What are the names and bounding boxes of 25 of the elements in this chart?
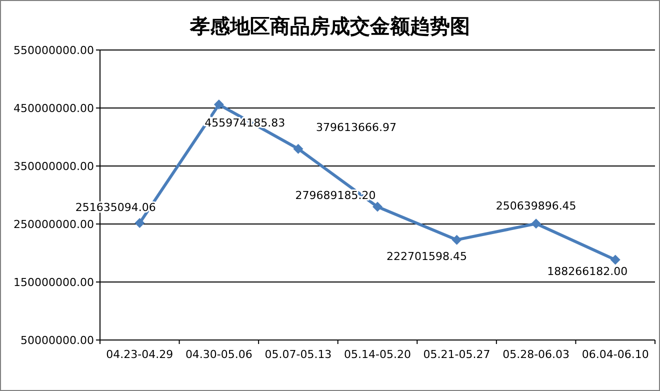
y-tick-label: 350000000.00	[14, 160, 94, 173]
point	[214, 100, 224, 110]
x-tick-label: 05.28-06.03	[502, 348, 570, 361]
data-label: 188266182.00	[547, 264, 628, 278]
y-tick-label: 50000000.00	[20, 334, 94, 347]
x-tick-label: 05.21-05.27	[423, 348, 490, 361]
point	[531, 218, 542, 229]
point	[452, 234, 462, 245]
y-tick-label: 250000000.00	[14, 218, 94, 231]
chart-title: 孝感地区商品房成交金额趋势图	[189, 14, 470, 38]
y-tick-label: 150000000.00	[14, 276, 94, 289]
point	[134, 218, 145, 228]
point	[372, 202, 382, 212]
data-label: 222701598.45	[386, 250, 468, 263]
x-tick-label: 05.14-05.20	[344, 348, 411, 361]
data-label: 379613666.97	[316, 120, 396, 134]
data-label: 250639896.45	[496, 200, 576, 213]
point	[610, 254, 620, 265]
point	[293, 144, 304, 154]
x-tick-label: 04.30-05.06	[185, 348, 252, 361]
y-tick-label: 550000000.00	[14, 44, 94, 57]
y-tick-label: 450000000.00	[14, 102, 94, 115]
x-tick-label: 04.23-04.29	[106, 348, 174, 361]
x-tick-label: 06.04-06.10	[582, 348, 649, 361]
x-tick-label: 05.07-05.13	[264, 348, 332, 361]
